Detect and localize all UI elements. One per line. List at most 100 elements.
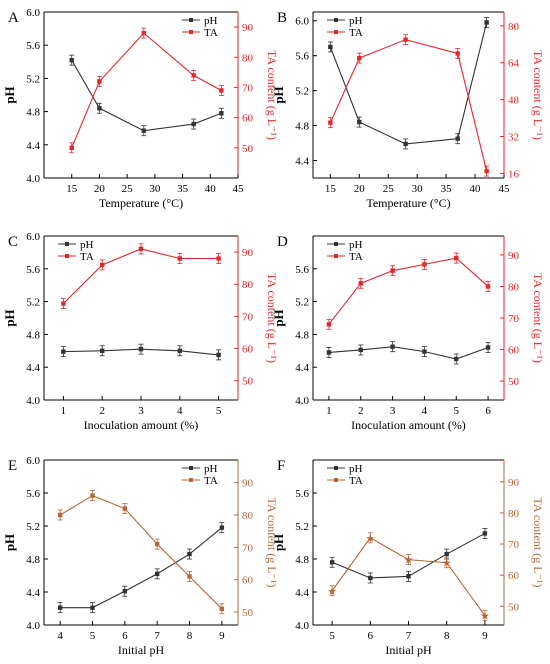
y2-tick-label: 70 <box>508 539 520 551</box>
y2-tick-label: 48 <box>508 95 520 107</box>
y-tick-label: 4.4 <box>26 140 40 152</box>
data-point <box>484 168 489 174</box>
data-point <box>455 51 460 56</box>
data-point <box>216 256 221 261</box>
series-line-ph <box>328 346 489 360</box>
y2-tick-label: 32 <box>508 132 519 144</box>
legend-marker <box>334 466 338 470</box>
panel-a: A 15 20 25 30 35 40 45 4.0 4.4 4.8 5.2 5.6 6.0 50 60 70 8… <box>2 7 279 210</box>
panel-f: F 5 6 7 8 9 4.0 4.4 4.8 5.2 5.6 50 60 70 80 90 Initial p… <box>271 458 545 657</box>
x-axis-label: Temperature (°C) <box>366 196 450 210</box>
data-point <box>219 606 225 612</box>
data-point: ★ <box>327 586 337 598</box>
x-tick-label: 1 <box>61 405 67 417</box>
data-point <box>69 57 74 63</box>
x-tick-label: 40 <box>205 183 217 195</box>
data-point <box>216 352 221 358</box>
y2-tick-label: 64 <box>508 58 520 70</box>
y2-axis-label: TA content (g L⁻¹) <box>531 50 545 140</box>
y-tick-label: 4.4 <box>295 587 309 599</box>
x-tick-label: 8 <box>444 630 450 642</box>
panel-e: E 4 5 6 7 8 9 4.0 4.4 4.8 5.2 5.6 6.0 50 60 70 80 90 Initi… <box>2 455 279 657</box>
data-point <box>485 345 491 350</box>
data-point <box>484 20 489 25</box>
data-point <box>454 255 459 261</box>
y2-tick-label: 90 <box>242 478 254 490</box>
data-point <box>187 574 192 579</box>
legend-marker <box>334 478 338 482</box>
series-line-ph <box>60 527 223 609</box>
data-point: ★ <box>442 558 452 570</box>
x-tick-label: 45 <box>499 183 511 195</box>
y-tick-label: 5.2 <box>295 521 309 533</box>
data-point <box>154 571 160 577</box>
x-tick-label: 8 <box>187 630 193 642</box>
legend-label: TA <box>80 251 94 263</box>
y2-tick-label: 70 <box>242 542 254 554</box>
y-axis-label: pH <box>2 309 17 326</box>
data-point <box>390 344 395 349</box>
y2-tick-label: 16 <box>508 168 520 180</box>
y2-tick-label: 90 <box>242 247 254 259</box>
legend-marker <box>65 254 69 258</box>
x-tick-label: 5 <box>90 630 96 642</box>
data-point <box>403 37 408 42</box>
y-tick-label: 4.0 <box>26 173 40 185</box>
y-axis-label: pH <box>271 534 286 551</box>
data-point: ★ <box>404 555 414 567</box>
data-point <box>406 574 411 579</box>
y-tick-label: 5.6 <box>26 264 40 276</box>
data-point <box>422 262 427 267</box>
y-tick-label: 5.2 <box>295 86 309 98</box>
data-point <box>100 262 105 268</box>
data-point <box>219 525 225 530</box>
legend-label: pH <box>349 463 363 475</box>
data-point <box>141 128 146 133</box>
legend-label: TA <box>349 27 363 39</box>
data-point <box>482 531 488 536</box>
x-tick-label: 30 <box>149 183 161 195</box>
y-axis-label: pH <box>2 86 17 103</box>
y2-tick-label: 80 <box>242 279 254 291</box>
data-point <box>328 44 333 50</box>
panel-label: B <box>277 10 287 26</box>
x-tick-label: 2 <box>99 405 105 417</box>
data-point <box>485 284 491 289</box>
y-tick-label: 5.6 <box>295 264 309 276</box>
data-point: ★ <box>480 611 490 623</box>
x-tick-label: 3 <box>390 405 396 417</box>
legend-label: pH <box>204 463 218 475</box>
data-point <box>368 575 373 581</box>
data-point: ★ <box>365 533 375 545</box>
y-tick-label: 4.0 <box>295 395 309 407</box>
x-tick-label: 35 <box>441 183 453 195</box>
x-axis-label: Initial pH <box>118 643 165 657</box>
y2-axis-label: TA content (g L⁻¹) <box>531 273 545 363</box>
data-point <box>177 256 182 261</box>
data-point <box>219 88 224 93</box>
y-tick-label: 6.0 <box>26 7 40 19</box>
data-point <box>61 301 66 306</box>
data-point <box>61 349 66 354</box>
y2-tick-label: 70 <box>508 313 520 325</box>
y-tick-label: 4.4 <box>295 156 309 168</box>
x-tick-label: 6 <box>368 630 374 642</box>
data-point <box>358 347 363 353</box>
y2-tick-label: 70 <box>242 311 254 323</box>
legend-label: pH <box>349 15 363 27</box>
panel-c: C 1 2 3 4 5 4.0 4.4 4.8 5.2 5.6 6.0 50 60 70 80 90 Inocul… <box>2 231 279 432</box>
y-tick-label: 4.8 <box>295 121 309 133</box>
data-point <box>422 349 427 354</box>
panel-label: E <box>8 458 17 474</box>
data-point <box>57 605 63 610</box>
data-point <box>454 356 459 362</box>
y2-tick-label: 80 <box>242 510 254 522</box>
data-point <box>57 512 63 518</box>
y-tick-label: 5.2 <box>26 297 40 309</box>
y2-tick-label: 90 <box>508 477 520 489</box>
y2-axis-label: TA content (g L⁻¹) <box>531 498 545 588</box>
y-tick-label: 4.4 <box>26 362 40 374</box>
data-point <box>357 119 362 125</box>
y-tick-label: 5.6 <box>26 488 40 500</box>
x-axis-label: Initial pH <box>385 643 432 657</box>
